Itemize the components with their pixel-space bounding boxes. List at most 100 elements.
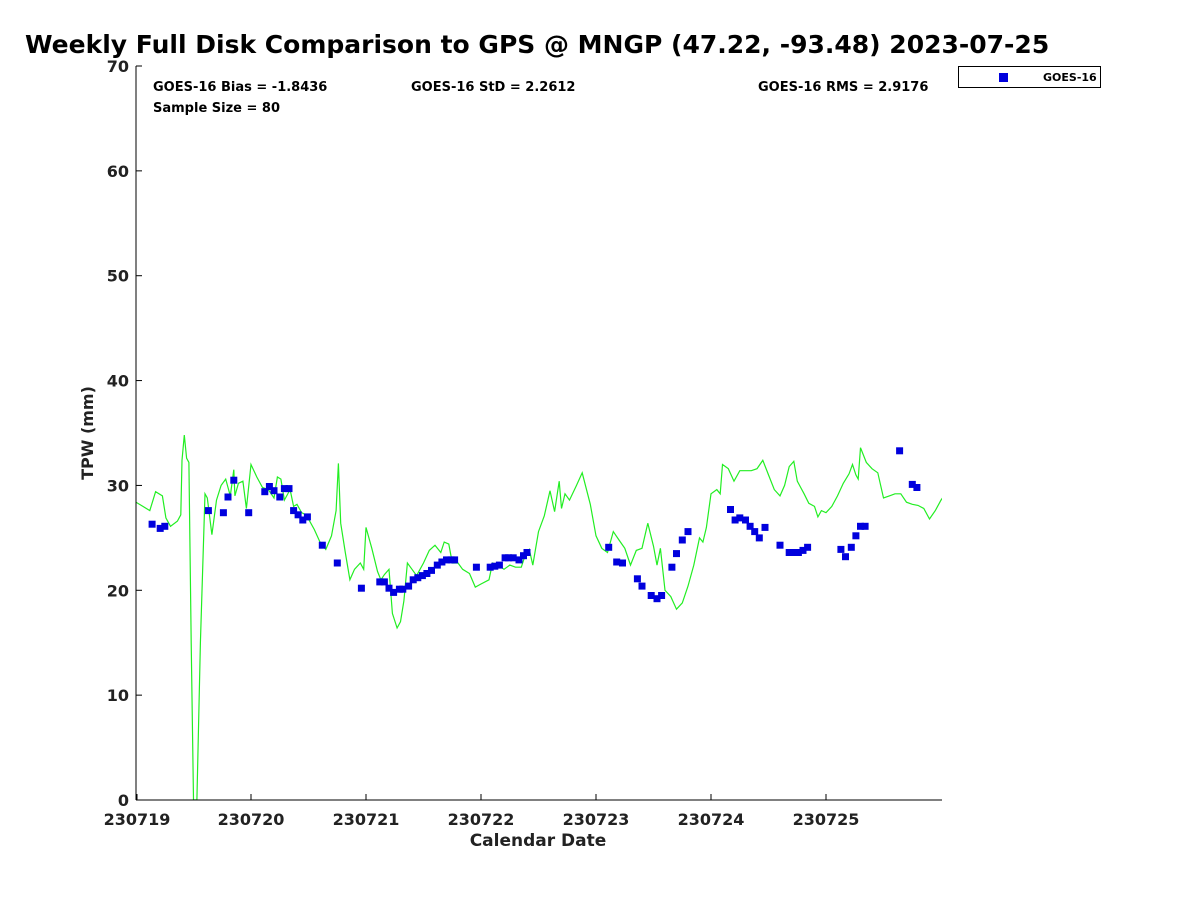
goes16-point — [790, 549, 798, 556]
goes16-point — [751, 528, 759, 536]
goes16-point — [509, 554, 517, 562]
goes16-point — [633, 575, 641, 583]
goes16-point — [837, 545, 845, 553]
goes16-point — [423, 570, 431, 577]
goes16-point — [390, 588, 398, 596]
goes16-point — [638, 582, 646, 590]
goes16-point — [794, 549, 802, 556]
goes16-point — [913, 484, 921, 491]
goes16-point — [376, 578, 384, 586]
goes16-point — [861, 522, 869, 530]
goes16-point — [299, 516, 307, 524]
goes16-point — [785, 549, 793, 556]
goes16-point — [731, 516, 739, 524]
goes16-point — [418, 572, 426, 580]
y-tick-label: 40 — [107, 372, 129, 391]
goes16-point — [265, 483, 273, 490]
x-tick-label: 230722 — [448, 810, 515, 829]
goes16-point — [219, 509, 227, 517]
goes16-point — [776, 541, 784, 549]
goes16-point — [678, 536, 686, 544]
goes16-point — [156, 524, 164, 532]
rms-stat: GOES-16 RMS = 2.9176 — [758, 80, 929, 95]
goes16-point — [613, 558, 621, 566]
y-tick-label: 20 — [107, 581, 129, 600]
goes16-point — [290, 507, 298, 515]
y-tick-label: 50 — [107, 267, 129, 286]
y-tick-label: 30 — [107, 476, 129, 495]
goes16-point — [451, 556, 459, 564]
goes16-point — [443, 556, 450, 564]
goes16-point — [276, 493, 284, 501]
goes16-point — [261, 488, 269, 496]
y-tick-label: 60 — [107, 162, 129, 181]
goes16-point — [653, 595, 661, 603]
x-tick-label: 230720 — [218, 810, 285, 829]
goes16-point — [357, 584, 365, 592]
bias-stat: GOES-16 Bias = -1.8436 — [153, 80, 328, 95]
goes16-point — [842, 553, 849, 561]
goes16-point — [280, 485, 288, 493]
goes16-point — [852, 532, 860, 540]
goes16-point — [746, 522, 754, 530]
goes16-point — [161, 522, 169, 530]
goes16-point — [515, 556, 523, 564]
goes16-point — [438, 558, 446, 566]
goes16-point — [761, 523, 769, 531]
goes16-point — [148, 520, 156, 528]
goes16-point — [908, 480, 916, 488]
goes16-point — [433, 561, 441, 569]
goes16-point — [294, 511, 302, 519]
goes16-point — [224, 493, 232, 501]
x-tick-label: 230723 — [563, 810, 630, 829]
goes16-point — [380, 578, 388, 586]
goes16-point — [523, 549, 531, 556]
goes16-point — [847, 543, 855, 551]
goes16-point — [755, 534, 763, 542]
y-tick-label: 10 — [107, 686, 129, 705]
x-tick-label: 230721 — [333, 810, 400, 829]
goes16-point — [245, 509, 253, 517]
goes16-point — [486, 563, 494, 571]
x-tick-label: 230719 — [104, 810, 171, 829]
legend: GOES-16 — [958, 66, 1101, 88]
goes16-point — [605, 543, 613, 551]
sample-size-stat: Sample Size = 80 — [153, 101, 281, 116]
goes16-point — [619, 559, 626, 567]
goes16-point — [495, 561, 503, 569]
legend-marker — [999, 73, 1008, 82]
goes16-point — [405, 582, 413, 590]
goes16-point — [285, 485, 293, 493]
goes16-point — [270, 487, 278, 495]
x-tick-label: 230725 — [793, 810, 860, 829]
goes16-point — [799, 546, 807, 554]
goes16-point — [491, 562, 499, 570]
goes16-point — [684, 528, 692, 536]
goes16-point — [857, 522, 864, 530]
goes16-point — [742, 516, 749, 524]
goes16-point — [736, 514, 744, 522]
gps-series-line — [136, 435, 942, 800]
x-tick-label: 230724 — [678, 810, 745, 829]
goes16-point — [385, 584, 393, 592]
goes16-point — [399, 585, 407, 593]
chart-title: Weekly Full Disk Comparison to GPS @ MNG… — [25, 30, 1050, 59]
legend-label: GOES-16 — [1043, 71, 1097, 84]
goes16-point — [647, 592, 655, 599]
goes16-point — [204, 507, 212, 515]
goes16-point — [505, 554, 513, 562]
x-axis-label: Calendar Date — [470, 831, 607, 851]
y-axis-label: TPW (mm) — [78, 386, 97, 480]
y-tick-label: 70 — [107, 57, 129, 76]
goes16-points — [148, 447, 921, 603]
goes16-point — [472, 563, 480, 571]
goes16-point — [804, 543, 812, 551]
std-stat: GOES-16 StD = 2.2612 — [411, 80, 576, 95]
goes16-point — [333, 559, 341, 567]
goes16-point — [668, 563, 676, 571]
goes16-point — [428, 566, 435, 574]
goes16-point — [673, 550, 680, 558]
goes16-point — [230, 476, 238, 484]
goes16-point — [658, 592, 666, 599]
